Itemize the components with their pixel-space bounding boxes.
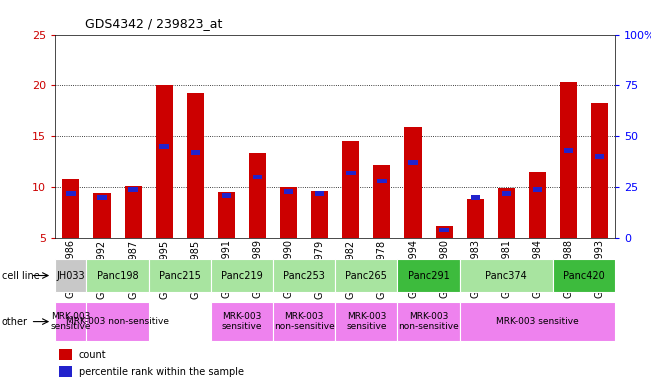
- Bar: [94, 193, 111, 238]
- Text: other: other: [2, 316, 28, 327]
- Bar: [222, 193, 231, 198]
- Text: count: count: [79, 349, 107, 359]
- Bar: [191, 150, 200, 155]
- Bar: [408, 161, 418, 165]
- Bar: [439, 228, 449, 232]
- Text: Panc253: Panc253: [283, 270, 325, 281]
- Bar: [560, 83, 577, 238]
- Bar: [315, 191, 324, 195]
- Bar: [59, 349, 72, 360]
- Text: Panc291: Panc291: [408, 270, 449, 281]
- Text: GDS4342 / 239823_at: GDS4342 / 239823_at: [85, 17, 222, 30]
- Bar: [124, 186, 142, 238]
- Text: Panc420: Panc420: [563, 270, 605, 281]
- Bar: [59, 366, 72, 377]
- Bar: [156, 86, 173, 238]
- Bar: [498, 188, 515, 238]
- Bar: [55, 259, 87, 292]
- Bar: [187, 93, 204, 238]
- Bar: [502, 191, 511, 195]
- Text: Panc374: Panc374: [486, 270, 527, 281]
- Bar: [280, 187, 297, 238]
- Bar: [533, 187, 542, 192]
- Bar: [591, 103, 608, 238]
- Bar: [460, 302, 615, 341]
- Bar: [218, 192, 235, 238]
- Text: MRK-003 sensitive: MRK-003 sensitive: [496, 317, 579, 326]
- Bar: [398, 259, 460, 292]
- Bar: [253, 175, 262, 179]
- Text: MRK-003
non-sensitive: MRK-003 non-sensitive: [274, 312, 335, 331]
- Bar: [467, 199, 484, 238]
- Bar: [342, 141, 359, 238]
- Bar: [62, 179, 79, 238]
- Bar: [404, 127, 422, 238]
- Text: MRK-003
sensitive: MRK-003 sensitive: [222, 312, 262, 331]
- Bar: [66, 191, 76, 195]
- Bar: [273, 259, 335, 292]
- Bar: [211, 259, 273, 292]
- Bar: [311, 191, 328, 238]
- Bar: [128, 187, 138, 192]
- Bar: [529, 172, 546, 238]
- Bar: [87, 302, 148, 341]
- Bar: [398, 302, 460, 341]
- Bar: [335, 302, 398, 341]
- Bar: [374, 165, 391, 238]
- Text: Panc198: Panc198: [97, 270, 139, 281]
- Bar: [284, 189, 294, 194]
- Bar: [335, 259, 398, 292]
- Bar: [436, 226, 452, 238]
- Text: cell line: cell line: [2, 270, 40, 281]
- Bar: [471, 195, 480, 200]
- Text: MRK-003
sensitive: MRK-003 sensitive: [51, 312, 91, 331]
- Bar: [87, 259, 148, 292]
- Bar: [159, 144, 169, 149]
- Text: JH033: JH033: [57, 270, 85, 281]
- Text: Panc215: Panc215: [159, 270, 201, 281]
- Bar: [148, 259, 211, 292]
- Bar: [553, 259, 615, 292]
- Bar: [595, 154, 604, 159]
- Text: MRK-003
sensitive: MRK-003 sensitive: [346, 312, 387, 331]
- Bar: [97, 195, 107, 200]
- Text: percentile rank within the sample: percentile rank within the sample: [79, 367, 244, 377]
- Text: Panc265: Panc265: [346, 270, 387, 281]
- Bar: [564, 148, 574, 153]
- Bar: [460, 259, 553, 292]
- Text: MRK-003 non-sensitive: MRK-003 non-sensitive: [66, 317, 169, 326]
- Bar: [273, 302, 335, 341]
- Bar: [249, 152, 266, 238]
- Text: MRK-003
non-sensitive: MRK-003 non-sensitive: [398, 312, 459, 331]
- Bar: [211, 302, 273, 341]
- Text: Panc219: Panc219: [221, 270, 263, 281]
- Bar: [55, 302, 87, 341]
- Bar: [346, 170, 355, 175]
- Bar: [377, 179, 387, 184]
